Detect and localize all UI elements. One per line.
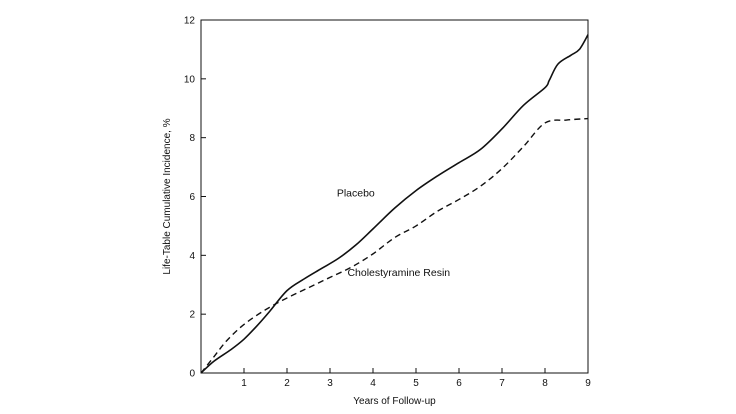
series-line-cholestyramine-resin xyxy=(200,117,589,374)
x-tick-label: 6 xyxy=(456,378,462,389)
series-labels: Placebo Cholestyramine Resin xyxy=(337,188,450,279)
x-tick-label: 4 xyxy=(370,378,376,389)
y-tick-label: 2 xyxy=(189,310,195,321)
plot-area-border xyxy=(200,19,589,374)
y-tick-label: 4 xyxy=(189,251,195,262)
x-tick-label: 2 xyxy=(284,378,290,389)
y-axis-ticks: 0 2 4 6 8 10 12 xyxy=(184,16,206,380)
x-axis-ticks: 1 2 3 4 5 6 7 8 9 xyxy=(241,368,591,389)
x-axis-title: Years of Follow-up xyxy=(353,396,436,407)
series-line-placebo xyxy=(200,34,589,374)
y-axis-title: Life-Table Cumulative Incidence, % xyxy=(162,118,173,274)
x-tick-label: 8 xyxy=(542,378,548,389)
y-tick-label: 12 xyxy=(184,16,196,27)
x-tick-label: 7 xyxy=(499,378,505,389)
x-tick-label: 3 xyxy=(327,378,333,389)
x-tick-label: 5 xyxy=(413,378,419,389)
y-tick-label: 0 xyxy=(189,369,195,380)
x-tick-label: 9 xyxy=(585,378,591,389)
series-label-placebo: Placebo xyxy=(337,188,375,200)
series-lines xyxy=(200,34,589,374)
series-label-cholestyramine-resin: Cholestyramine Resin xyxy=(347,267,450,279)
x-tick-label: 1 xyxy=(241,378,247,389)
y-tick-label: 8 xyxy=(189,133,195,144)
y-tick-label: 10 xyxy=(184,74,196,85)
y-tick-label: 6 xyxy=(189,192,195,203)
